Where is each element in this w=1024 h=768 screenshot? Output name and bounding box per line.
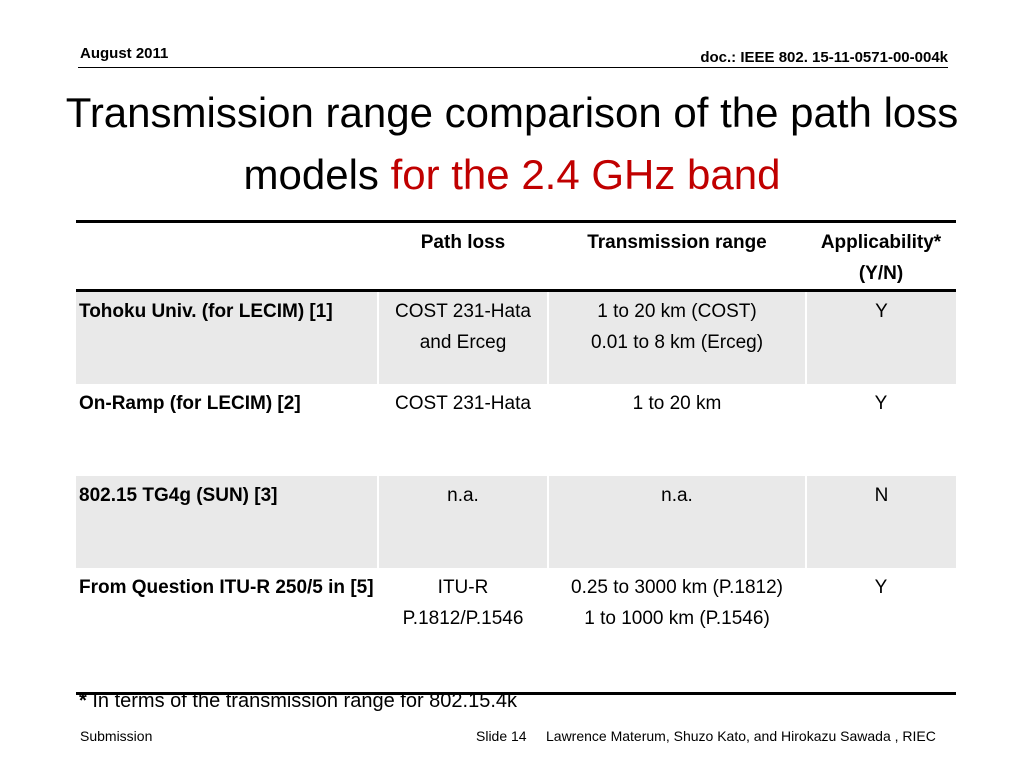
footer-submission: Submission <box>80 728 153 744</box>
table-row: From Question ITU-R 250/5 in [5] ITU-R P… <box>76 568 956 695</box>
table-row: Tohoku Univ. (for LECIM) [1] COST 231-Ha… <box>76 290 956 384</box>
title-accent: for the 2.4 GHz band <box>390 151 781 198</box>
footnote-text: In terms of the transmission range for 8… <box>86 690 518 712</box>
applicability-cell: Y <box>805 290 956 384</box>
table-row: 802.15 TG4g (SUN) [3] n.a. n.a. N <box>76 476 956 568</box>
column-header-path-loss: Path loss <box>378 220 548 292</box>
footer-slide-number: Slide 14 <box>476 728 527 744</box>
path-loss-cell: COST 231-Hata and Erceg <box>377 290 548 384</box>
table-row: On-Ramp (for LECIM) [2] COST 231-Hata 1 … <box>76 384 956 476</box>
range-cell: 1 to 20 km <box>548 384 806 476</box>
path-loss-cell: COST 231-Hata <box>395 393 531 414</box>
range-line: 1 to 20 km (COST) <box>597 301 757 322</box>
table-header-row: Path loss Transmission range Applicabili… <box>76 220 956 292</box>
applicability-cell: Y <box>806 568 956 695</box>
footnote-marker: * <box>79 690 87 712</box>
header-doc-id: doc.: IEEE 802. 15-11-0571-00-004k <box>700 49 948 66</box>
range-line: n.a. <box>661 485 693 506</box>
applicability-cell: N <box>805 476 956 568</box>
footnote: * In terms of the transmission range for… <box>79 690 517 713</box>
row-label: 802.15 TG4g (SUN) [3] <box>76 476 378 568</box>
column-header-blank <box>76 220 378 292</box>
column-header-transmission-range: Transmission range <box>548 220 806 292</box>
slide-title: Transmission range comparison of the pat… <box>40 82 984 206</box>
title-main: Transmission range comparison of the pat… <box>65 89 959 198</box>
range-line: 0.01 to 8 km (Erceg) <box>590 332 764 353</box>
header-rule <box>78 67 948 68</box>
range-line: 0.25 to 3000 km (P.1812) <box>571 577 783 598</box>
path-loss-cell: ITU-R P.1812/P.1546 <box>378 568 548 695</box>
row-label: On-Ramp (for LECIM) [2] <box>79 393 301 414</box>
row-label: From Question ITU-R 250/5 in [5] <box>76 568 378 695</box>
footer-authors: Lawrence Materum, Shuzo Kato, and Hiroka… <box>546 728 936 744</box>
applicability-cell: Y <box>874 393 888 414</box>
range-line: 1 to 1000 km (P.1546) <box>584 608 770 629</box>
path-loss-cell: n.a. <box>377 476 548 568</box>
range-cell: n.a. <box>547 476 806 568</box>
range-line: 1 to 20 km <box>632 393 722 414</box>
header-date: August 2011 <box>80 45 169 62</box>
comparison-table: Path loss Transmission range Applicabili… <box>76 220 956 695</box>
range-cell: 0.25 to 3000 km (P.1812) 1 to 1000 km (P… <box>548 568 806 695</box>
row-label: Tohoku Univ. (for LECIM) [1] <box>76 290 378 384</box>
range-cell: 1 to 20 km (COST) 0.01 to 8 km (Erceg) <box>547 290 806 384</box>
column-header-applicability: Applicability* (Y/N) <box>806 220 956 292</box>
